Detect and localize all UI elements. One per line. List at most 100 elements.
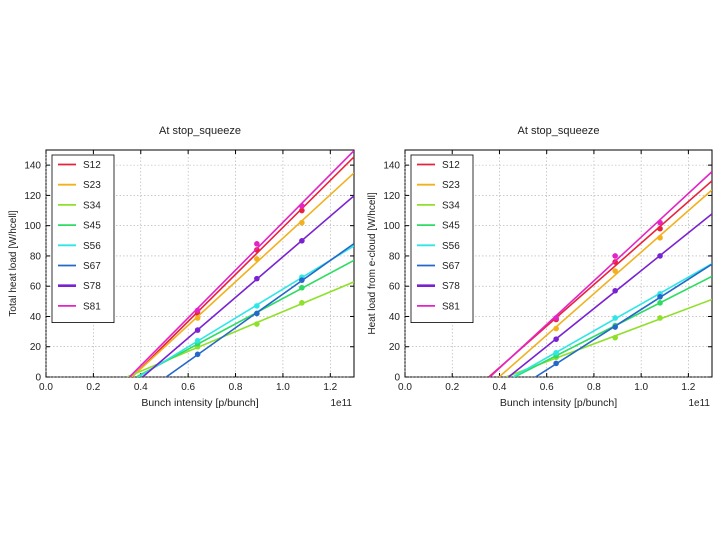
y-tick-label: 140 [24, 161, 41, 172]
data-point-s45 [299, 284, 305, 291]
x-tick-label: 1.2 [323, 382, 337, 393]
chart-panel-total-heat-load: 0.0 0.2 0.4 0.6 0.8 1.0 1.2 0 20 40 60 80 100 120 140 A… [8, 125, 355, 409]
data-point-s23 [553, 325, 559, 332]
chart-title: At stop_squeeze [518, 125, 600, 137]
legend-label-s56: S56 [83, 241, 101, 252]
data-point-s81 [194, 307, 201, 314]
fit-line-s12 [131, 156, 354, 377]
x-tick-label: 0.8 [229, 382, 243, 393]
fit-line-s45 [135, 259, 354, 377]
x-axis-multiplier: 1e11 [330, 398, 352, 409]
data-point-s78 [194, 327, 201, 333]
legend-label-s34: S34 [83, 200, 101, 211]
data-point-s67 [194, 351, 201, 358]
legend-label-s78: S78 [442, 281, 460, 292]
x-tick-label: 0.0 [398, 382, 412, 393]
legend-label-s81: S81 [442, 301, 460, 312]
legend: S12 S23 S34 S45 S56 S67 S78 S81 [410, 154, 474, 324]
data-point-s12 [254, 247, 260, 253]
y-tick-label: 80 [30, 251, 42, 262]
data-point-s23 [612, 268, 618, 274]
data-point-s78 [254, 275, 260, 282]
y-tick-label: 40 [389, 312, 401, 323]
y-tick-label: 120 [383, 191, 400, 202]
y-tick-label: 20 [389, 342, 401, 353]
data-point-s78 [657, 253, 663, 259]
data-point-s78 [299, 238, 305, 244]
legend-label-s23: S23 [442, 180, 460, 191]
legend-label-s45: S45 [83, 221, 101, 232]
fit-line-s78 [142, 195, 354, 377]
fit-line-s23 [131, 172, 354, 377]
x-axis-multiplier: 1e11 [688, 398, 710, 409]
legend-box [51, 154, 115, 324]
legend-label-s45: S45 [442, 221, 460, 232]
x-tick-label: 1.2 [681, 382, 695, 393]
y-tick-label: 20 [30, 342, 42, 353]
legend: S12 S23 S34 S45 S56 S67 S78 S81 [51, 154, 115, 324]
legend-label-s12: S12 [83, 160, 101, 171]
data-point-s34 [612, 334, 618, 341]
x-tick-label: 0.0 [39, 382, 53, 393]
fit-line-s78 [508, 213, 712, 377]
data-point-s45 [657, 300, 663, 306]
data-point-s67 [299, 277, 305, 283]
data-point-s81 [254, 241, 260, 247]
fit-line-s56 [138, 245, 354, 377]
data-point-s56 [254, 303, 260, 309]
data-point-s23 [299, 219, 305, 226]
chart-title: At stop_squeeze [159, 125, 241, 137]
legend-label-s56: S56 [442, 241, 460, 252]
legend-label-s78: S78 [83, 281, 101, 292]
legend-label-s12: S12 [442, 160, 460, 171]
series-layer [488, 171, 712, 377]
legend-box [410, 154, 474, 324]
data-point-s34 [657, 315, 663, 321]
legend-label-s67: S67 [83, 261, 101, 272]
data-point-s56 [194, 337, 201, 344]
data-point-s81 [553, 315, 559, 321]
data-point-s23 [254, 256, 260, 262]
x-tick-label: 1.0 [276, 382, 290, 393]
legend-label-s81: S81 [83, 301, 101, 312]
data-point-s81 [299, 203, 305, 209]
fit-line-s81 [489, 171, 712, 377]
data-point-s12 [299, 207, 305, 214]
series-layer [126, 150, 354, 377]
data-point-s78 [553, 336, 559, 342]
data-point-s67 [254, 310, 260, 317]
fit-line-s81 [128, 150, 354, 377]
y-tick-label: 120 [24, 191, 41, 202]
x-tick-label: 0.8 [587, 382, 601, 393]
data-point-s81 [657, 219, 663, 226]
y-tick-label: 0 [35, 373, 41, 384]
x-tick-label: 0.2 [445, 382, 459, 393]
x-tick-label: 0.6 [540, 382, 554, 393]
fit-line-s67 [535, 263, 712, 377]
fit-line-s23 [498, 189, 712, 377]
y-tick-label: 100 [383, 221, 400, 232]
y-tick-label: 0 [394, 373, 400, 384]
data-point-s23 [657, 234, 663, 241]
data-point-s23 [194, 315, 201, 321]
x-axis-label: Bunch intensity [p/bunch] [141, 397, 258, 409]
y-tick-label: 40 [30, 312, 42, 323]
legend-label-s67: S67 [442, 261, 460, 272]
y-tick-label: 80 [389, 251, 401, 262]
x-tick-label: 0.2 [86, 382, 100, 393]
legend-label-s34: S34 [442, 200, 460, 211]
y-tick-label: 60 [389, 282, 401, 293]
data-point-s56 [553, 349, 559, 356]
x-tick-label: 0.6 [181, 382, 195, 393]
legend-label-s23: S23 [83, 180, 101, 191]
data-point-s78 [612, 287, 618, 294]
x-tick-label: 0.4 [493, 382, 507, 393]
data-point-s34 [254, 321, 260, 327]
x-tick-label: 0.4 [134, 382, 148, 393]
data-point-s67 [612, 324, 618, 330]
y-axis-label: Heat load from e-cloud [W/hcell] [367, 192, 378, 335]
data-point-s67 [553, 360, 559, 367]
y-tick-label: 100 [24, 221, 41, 232]
data-point-s81 [612, 253, 618, 259]
